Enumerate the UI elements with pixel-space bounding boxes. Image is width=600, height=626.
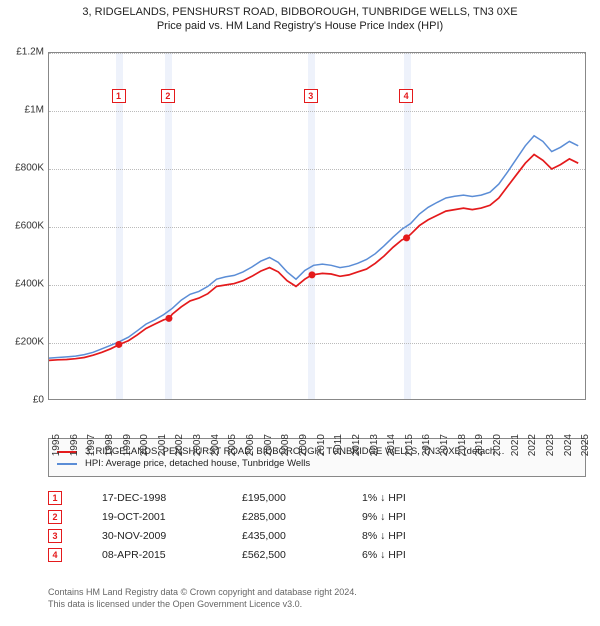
sale-dot	[165, 315, 172, 322]
sale-dot	[403, 234, 410, 241]
sale-marker-box: 2	[161, 89, 175, 103]
y-axis-tick-label: £200K	[15, 337, 44, 348]
sales-row: 1 17-DEC-1998£195,0001% ↓ HPI	[48, 491, 568, 505]
x-axis-tick-label: 1999	[122, 434, 133, 456]
x-axis-tick-label: 2017	[439, 434, 450, 456]
x-axis-tick-label: 2004	[210, 434, 221, 456]
sale-dot	[115, 341, 122, 348]
sales-row-price: £285,000	[242, 511, 362, 523]
chart-svg	[49, 53, 585, 399]
legend-label: HPI: Average price, detached house, Tunb…	[85, 458, 310, 469]
x-axis-tick-label: 2021	[510, 434, 521, 456]
chart-subtitle: Price paid vs. HM Land Registry's House …	[0, 20, 600, 32]
y-axis-tick-label: £1M	[25, 105, 44, 116]
x-axis-tick-label: 2007	[263, 434, 274, 456]
x-axis-tick-label: 2023	[545, 434, 556, 456]
x-axis-tick-label: 2011	[333, 434, 344, 456]
x-axis-tick-label: 2002	[174, 434, 185, 456]
x-axis-tick-label: 2003	[192, 434, 203, 456]
x-axis-tick-label: 2008	[280, 434, 291, 456]
sales-row-marker: 2	[48, 510, 62, 524]
sales-row-date: 30-NOV-2009	[102, 530, 242, 542]
footer-line-1: Contains HM Land Registry data © Crown c…	[48, 586, 586, 598]
x-axis-tick-label: 2009	[298, 434, 309, 456]
x-axis-tick-label: 2006	[245, 434, 256, 456]
x-axis-tick-label: 2001	[157, 434, 168, 456]
x-axis-tick-label: 2015	[404, 434, 415, 456]
x-axis-tick-label: 2013	[369, 434, 380, 456]
sales-row-price: £195,000	[242, 492, 362, 504]
x-axis-tick-label: 2024	[563, 434, 574, 456]
sales-row-marker: 3	[48, 529, 62, 543]
x-axis-tick-label: 2012	[351, 434, 362, 456]
x-axis-tick-label: 2019	[474, 434, 485, 456]
sales-row: 4 08-APR-2015£562,5006% ↓ HPI	[48, 548, 568, 562]
sales-row-date: 08-APR-2015	[102, 549, 242, 561]
sales-row-price: £435,000	[242, 530, 362, 542]
sales-table: 1 17-DEC-1998£195,0001% ↓ HPI 2 19-OCT-2001…	[48, 486, 568, 567]
chart-title-address: 3, RIDGELANDS, PENSHURST ROAD, BIDBOROUG…	[0, 6, 600, 18]
sales-row-price: £562,500	[242, 549, 362, 561]
x-axis-tick-label: 1995	[51, 434, 62, 456]
series-line-hpi	[49, 136, 578, 358]
sale-dot	[309, 271, 316, 278]
sales-row-diff: 8% ↓ HPI	[362, 530, 482, 542]
y-axis-tick-label: £400K	[15, 279, 44, 290]
x-axis-tick-label: 2018	[457, 434, 468, 456]
sale-marker-box: 4	[399, 89, 413, 103]
x-axis-tick-label: 1997	[86, 434, 97, 456]
footer-line-2: This data is licensed under the Open Gov…	[48, 598, 586, 610]
x-axis-tick-label: 2025	[580, 434, 591, 456]
y-axis-tick-label: £0	[33, 395, 44, 406]
sales-row-marker: 1	[48, 491, 62, 505]
sales-row: 2 19-OCT-2001£285,0009% ↓ HPI	[48, 510, 568, 524]
x-axis-tick-label: 1998	[104, 434, 115, 456]
x-axis-tick-label: 1996	[69, 434, 80, 456]
x-axis-tick-label: 2016	[421, 434, 432, 456]
sales-row-diff: 9% ↓ HPI	[362, 511, 482, 523]
y-axis-tick-label: £800K	[15, 163, 44, 174]
y-axis-tick-label: £1.2M	[16, 47, 44, 58]
legend-item: HPI: Average price, detached house, Tunb…	[57, 458, 577, 469]
y-axis-tick-label: £600K	[15, 221, 44, 232]
x-axis-tick-label: 2010	[316, 434, 327, 456]
x-axis-tick-label: 2005	[227, 434, 238, 456]
sales-row-diff: 1% ↓ HPI	[362, 492, 482, 504]
sales-row: 3 30-NOV-2009£435,0008% ↓ HPI	[48, 529, 568, 543]
sales-row-date: 17-DEC-1998	[102, 492, 242, 504]
footer-attribution: Contains HM Land Registry data © Crown c…	[48, 586, 586, 610]
sales-row-date: 19-OCT-2001	[102, 511, 242, 523]
x-axis-tick-label: 2000	[139, 434, 150, 456]
sales-row-marker: 4	[48, 548, 62, 562]
x-axis-tick-label: 2014	[386, 434, 397, 456]
x-axis-tick-label: 2022	[527, 434, 538, 456]
legend-swatch	[57, 463, 77, 465]
series-line-property	[49, 155, 578, 361]
sales-row-diff: 6% ↓ HPI	[362, 549, 482, 561]
sale-marker-box: 1	[112, 89, 126, 103]
sale-marker-box: 3	[304, 89, 318, 103]
chart-plot-area	[48, 52, 586, 400]
x-axis-tick-label: 2020	[492, 434, 503, 456]
